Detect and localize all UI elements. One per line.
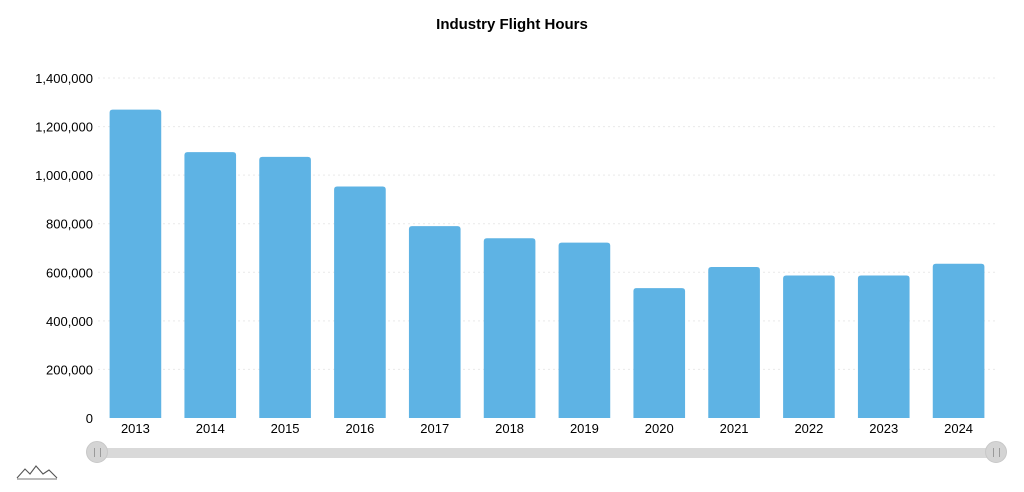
y-tick-label: 800,000 bbox=[46, 217, 93, 232]
x-tick-label: 2020 bbox=[645, 421, 674, 436]
x-tick-label: 2022 bbox=[794, 421, 823, 436]
y-tick-label: 600,000 bbox=[46, 265, 93, 280]
grip-icon bbox=[93, 447, 101, 457]
horizontal-scrollbar[interactable] bbox=[96, 448, 996, 458]
x-tick-label: 2015 bbox=[271, 421, 300, 436]
y-axis-ticks: 0 200,000 400,000 600,000 800,000 1,000,000 1,… bbox=[35, 71, 93, 426]
x-tick-label: 2018 bbox=[495, 421, 524, 436]
bars bbox=[109, 109, 985, 419]
x-tick-label: 2013 bbox=[121, 421, 150, 436]
bar-2017[interactable] bbox=[408, 226, 461, 418]
bar-chart: Industry Flight Hours 0 200,000 400,000 600… bbox=[35, 16, 996, 436]
bar-2015[interactable] bbox=[259, 156, 311, 418]
x-axis-ticks: 2013 2014 2015 2016 2017 2018 2019 2020 2021 2022… bbox=[121, 421, 973, 436]
y-tick-label: 1,000,000 bbox=[35, 168, 93, 183]
x-tick-label: 2021 bbox=[720, 421, 749, 436]
y-tick-label: 1,200,000 bbox=[35, 120, 93, 135]
bar-2020[interactable] bbox=[633, 288, 686, 418]
x-tick-label: 2019 bbox=[570, 421, 599, 436]
amcharts-logo-icon[interactable] bbox=[16, 462, 58, 480]
y-tick-label: 1,400,000 bbox=[35, 71, 93, 86]
x-tick-label: 2023 bbox=[869, 421, 898, 436]
bar-2019[interactable] bbox=[558, 242, 611, 418]
bar-2014[interactable] bbox=[184, 152, 237, 419]
grip-icon bbox=[992, 447, 1000, 457]
bar-2024[interactable] bbox=[932, 263, 985, 418]
x-tick-label: 2016 bbox=[345, 421, 374, 436]
chart-title: Industry Flight Hours bbox=[436, 16, 588, 33]
x-tick-label: 2017 bbox=[420, 421, 449, 436]
bar-2013[interactable] bbox=[109, 109, 162, 419]
bar-2018[interactable] bbox=[483, 238, 536, 418]
x-tick-label: 2014 bbox=[196, 421, 225, 436]
bar-2016[interactable] bbox=[334, 186, 386, 418]
bar-2023[interactable] bbox=[857, 275, 910, 418]
x-tick-label: 2024 bbox=[944, 421, 973, 436]
bar-2022[interactable] bbox=[783, 275, 835, 418]
scrollbar-end-grip[interactable] bbox=[985, 441, 1007, 463]
bar-2021[interactable] bbox=[708, 266, 760, 418]
scrollbar-start-grip[interactable] bbox=[86, 441, 108, 463]
y-tick-label: 200,000 bbox=[46, 362, 93, 377]
y-tick-label: 0 bbox=[86, 411, 93, 426]
y-tick-label: 400,000 bbox=[46, 314, 93, 329]
